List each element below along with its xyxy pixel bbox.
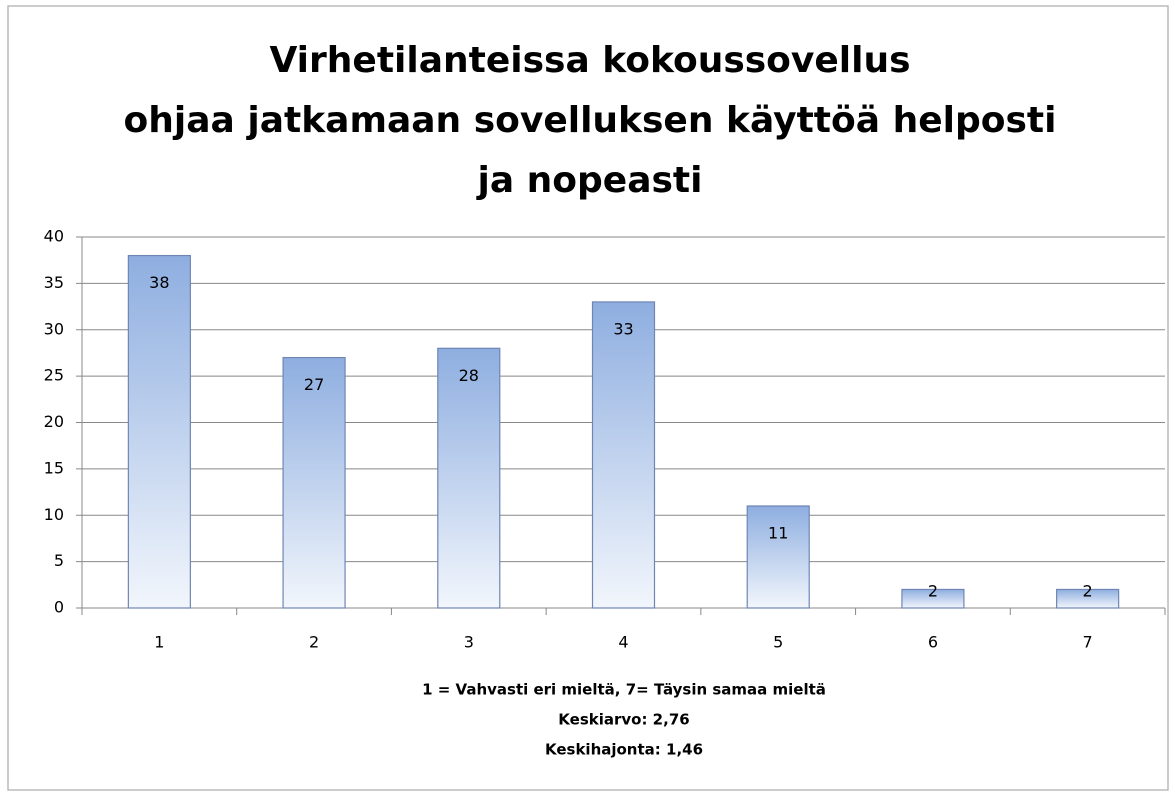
x-tick-label: 3 [464, 633, 474, 652]
data-label: 38 [149, 273, 169, 292]
y-tick-label: 30 [44, 319, 64, 338]
bar [437, 347, 501, 609]
bar [901, 588, 965, 609]
data-label: 27 [304, 375, 324, 394]
y-tick-label: 5 [54, 551, 64, 570]
data-label: 33 [613, 319, 633, 338]
x-tick-label: 5 [773, 633, 783, 652]
bar [746, 505, 810, 609]
y-tick-label: 25 [44, 366, 64, 385]
annotation: Keskihajonta: 1,46 [545, 741, 703, 759]
x-tick-label: 6 [928, 633, 938, 652]
x-tick-label: 2 [309, 633, 319, 652]
bar [1056, 588, 1120, 609]
data-label: 2 [928, 582, 938, 601]
x-tick-label: 7 [1083, 633, 1093, 652]
bar [591, 301, 656, 609]
chart-title: ohjaa jatkamaan sovelluksen käyttöä help… [124, 100, 1057, 141]
y-tick-label: 0 [54, 598, 64, 617]
y-tick-label: 40 [44, 227, 64, 246]
data-label: 2 [1083, 582, 1093, 601]
y-tick-label: 35 [44, 273, 64, 292]
bar [282, 356, 346, 609]
annotation: Keskiarvo: 2,76 [558, 711, 689, 729]
data-label: 11 [768, 523, 788, 542]
bar [127, 254, 191, 609]
y-tick-label: 15 [44, 458, 64, 477]
x-tick-label: 1 [154, 633, 164, 652]
chart-frame [7, 5, 1169, 791]
y-tick-label: 10 [44, 505, 64, 524]
chart-title: ja nopeasti [476, 160, 703, 201]
y-tick-label: 20 [44, 412, 64, 431]
x-axis-label: 1 = Vahvasti eri mieltä, 7= Täysin samaa… [422, 681, 826, 699]
chart-title: Virhetilanteissa kokoussovellus [269, 40, 910, 81]
data-label: 28 [459, 366, 479, 385]
x-tick-label: 4 [618, 633, 628, 652]
